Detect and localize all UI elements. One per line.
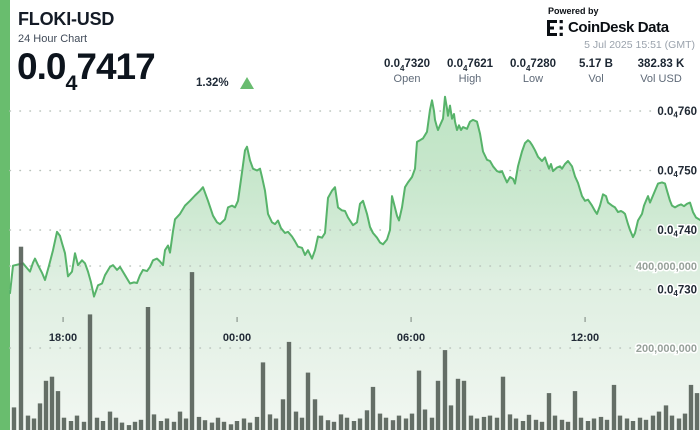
price-line: [9, 95, 700, 298]
svg-text:12:00: 12:00: [571, 332, 599, 344]
current-price: 0.047417: [17, 46, 156, 93]
svg-text:200,000,000: 200,000,000: [636, 343, 697, 355]
brand-name: CoinDesk Data: [568, 19, 669, 36]
page-title: FLOKI-USD: [18, 9, 115, 29]
stat-low: 0.047280 Low: [509, 58, 557, 85]
price-change: 1.32%: [196, 77, 254, 89]
svg-text:06:00: 06:00: [397, 332, 425, 344]
triangle-up-icon: [239, 77, 254, 89]
powered-by-label: Powered by: [548, 6, 599, 16]
svg-text:0.04760: 0.04760: [657, 106, 697, 120]
price-main-digits: 7417: [76, 46, 155, 87]
price-axis-labels: 0.04760 0.04750 0.04740 0.04730: [656, 105, 699, 300]
brand-row: CoinDesk Data: [547, 19, 695, 36]
volume-bars: [11, 246, 700, 430]
stat-open: 0.047320 Open: [383, 58, 431, 85]
price-prefix: 0.0: [17, 46, 66, 87]
change-percent: 1.32%: [196, 77, 229, 89]
chart-subtitle: 24 Hour Chart: [18, 33, 88, 45]
svg-text:0.04730: 0.04730: [657, 285, 697, 299]
coindesk-dotted-square-icon: [547, 19, 563, 36]
timestamp: 5 Jul 2025 15:51 (GMT): [584, 39, 695, 51]
svg-text:0.04750: 0.04750: [657, 166, 697, 180]
time-axis: 18:00 00:00 06:00 12:00: [49, 317, 599, 344]
svg-text:00:00: 00:00: [223, 332, 251, 344]
accent-strip: [0, 0, 10, 430]
price-area: [10, 96, 700, 430]
volume-axis-labels: 400,000,000 200,000,000: [634, 260, 698, 357]
svg-text:400,000,000: 400,000,000: [636, 261, 697, 273]
stat-vol-usd: 382.83 K Vol USD: [637, 58, 685, 85]
svg-text:0.04740: 0.04740: [657, 225, 697, 239]
svg-text:18:00: 18:00: [49, 332, 77, 344]
brand-block: Powered by CoinDesk Data 5 Jul 2025 15:5…: [547, 6, 695, 51]
price-subscript: 4: [65, 70, 77, 95]
stat-vol: 5.17 B Vol: [579, 58, 613, 85]
stat-high: 0.047621 High: [446, 58, 494, 85]
